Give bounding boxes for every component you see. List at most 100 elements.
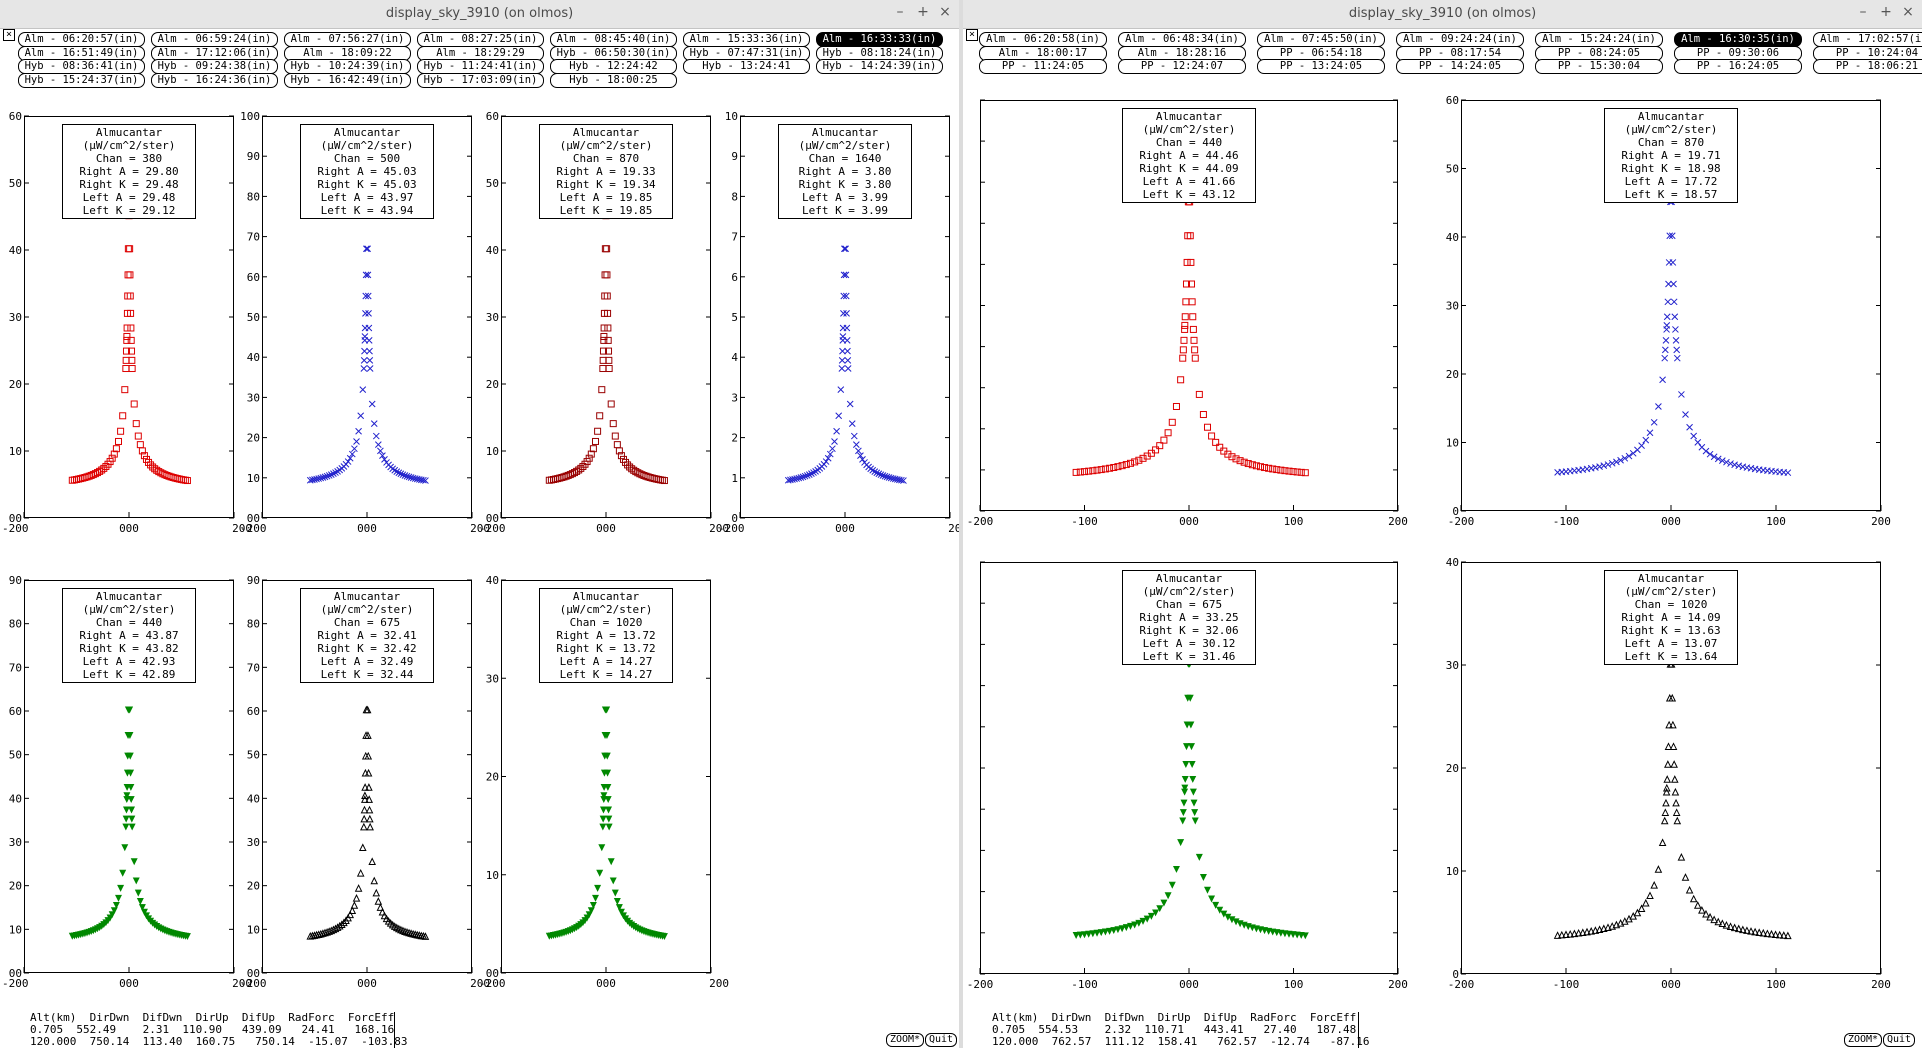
time-button[interactable]: Alm - 08:27:25(in) (417, 32, 544, 47)
time-button[interactable]: Hyb - 17:03:09(in) (417, 72, 544, 88)
x-tick-label: -200 (1448, 515, 1475, 528)
time-button[interactable]: Hyb - 18:00:25 (550, 72, 677, 88)
info-line: Left A = 19.85 (559, 191, 653, 204)
data-point (350, 901, 359, 909)
chart-panel-chan-380[interactable]: 00 10 20 30 40 50 60 -200 000 200 Almucantar (μW/c… (2, 110, 252, 535)
data-point (1172, 865, 1180, 873)
close-box-icon[interactable]: × (966, 29, 978, 41)
time-button[interactable]: Alm - 06:20:58(in) (979, 32, 1107, 47)
time-button[interactable]: Alm - 16:33:33(in) (816, 32, 943, 47)
minimize-icon[interactable]: – (1859, 4, 1867, 20)
data-point (1661, 346, 1669, 354)
time-button[interactable]: PP - 14:24:05 (1396, 59, 1524, 74)
time-button[interactable]: PP - 15:30:04 (1535, 59, 1663, 74)
y-tick-label: 00 (9, 967, 22, 980)
chart-panel-chan-440[interactable]: -200 -100 000 100 200 Almucantar (μW/cm^2/ste… (967, 99, 1408, 528)
time-button[interactable]: Hyb - 11:24:41(in) (417, 59, 544, 74)
time-button[interactable]: Hyb - 16:24:36(in) (151, 72, 278, 88)
zoom-button[interactable]: ZOOM* (886, 1033, 924, 1047)
data-point (1252, 462, 1260, 470)
zoom-button[interactable]: ZOOM* (1844, 1033, 1882, 1047)
minimize-icon[interactable]: – (896, 4, 904, 20)
time-button[interactable]: Hyb - 10:24:39(in) (284, 59, 411, 74)
time-button[interactable]: Alm - 06:20:57(in) (18, 32, 145, 47)
y-tick-label: 80 (247, 190, 260, 203)
chart-panel-chan-870[interactable]: 00 10 20 30 40 50 60 -200 000 200 Almucantar (μW/c… (479, 110, 729, 535)
data-point (360, 795, 369, 803)
maximize-icon[interactable]: + (1880, 4, 1892, 20)
chart-panel-chan-1020[interactable]: 0 10 20 30 40 -200 -100 000 100 200 Almucantar (μW… (1446, 556, 1891, 991)
time-button[interactable]: PP - 18:06:21 (1813, 59, 1922, 74)
time-button[interactable]: Alm - 17:02:57(in) (1813, 32, 1922, 47)
data-point (1767, 929, 1776, 938)
close-icon[interactable]: × (1902, 4, 1914, 20)
data-point (1664, 298, 1672, 306)
title-bar[interactable]: display_sky_3910 (on olmos) – + × (963, 0, 1922, 29)
time-button[interactable]: Alm - 06:59:24(in) (151, 32, 278, 47)
time-button[interactable]: Hyb - 14:24:39(in) (816, 59, 943, 74)
data-point (603, 706, 611, 714)
y-tick-label: 2 (731, 432, 738, 445)
time-button[interactable]: Hyb - 08:36:41(in) (18, 59, 145, 74)
chart-panel-chan-675[interactable]: 00 10 20 30 40 50 60 70 80 90 -200 000 200 Almucantar… (240, 574, 490, 990)
y-tick-label: 0 (731, 512, 738, 525)
time-button[interactable]: Alm - 16:51:49(in) (18, 45, 145, 61)
data-point (1289, 468, 1297, 476)
time-button[interactable]: Alm - 08:45:40(in) (550, 32, 677, 47)
time-button[interactable]: Hyb - 09:24:38(in) (151, 59, 278, 74)
time-button[interactable]: Hyb - 07:47:31(in) (683, 45, 810, 61)
close-icon[interactable]: × (939, 4, 951, 20)
time-button[interactable]: Hyb - 12:24:42 (550, 59, 677, 74)
quit-button[interactable]: Quit (925, 1033, 957, 1047)
time-button[interactable]: Alm - 06:48:34(in) (1118, 32, 1246, 47)
chart-panel-chan-675[interactable]: -200 -100 000 100 200 Almucantar (μW/cm^2/ste… (967, 561, 1408, 991)
time-button[interactable]: Alm - 17:12:06(in) (151, 45, 278, 61)
time-button[interactable]: PP - 08:24:05 (1535, 45, 1663, 61)
time-button[interactable]: Alm - 07:56:27(in) (284, 32, 411, 47)
data-point (1570, 929, 1579, 938)
data-point (1671, 787, 1680, 796)
info-line: Chan = 1020 (1634, 598, 1708, 611)
data-point (110, 907, 118, 915)
time-button[interactable]: Alm - 07:45:50(in) (1257, 32, 1385, 47)
data-point (1181, 313, 1189, 321)
y-tick-label: 10 (1446, 865, 1459, 878)
data-point (599, 356, 607, 364)
time-button[interactable]: PP - 13:24:05 (1257, 59, 1385, 74)
chart-panel-chan-500[interactable]: 00 10 20 30 40 50 60 70 80 90 100 -200 000 200 Almucan… (240, 110, 490, 535)
series-points (784, 168, 907, 484)
title-bar[interactable]: display_sky_3910 (on olmos) – + × (0, 0, 959, 29)
y-tick-label: 20 (1446, 762, 1459, 775)
chart-panel-chan-870[interactable]: 0 10 20 30 40 50 60 -200 -100 000 100 200 Almucantar… (1446, 94, 1891, 528)
time-button[interactable]: Hyb - 13:24:41 (683, 59, 810, 74)
chart-panel-chan-440[interactable]: 00 10 20 30 40 50 60 70 80 90 -200 000 200 Almucantar… (2, 574, 252, 990)
time-button[interactable]: Hyb - 16:42:49(in) (284, 72, 411, 88)
maximize-icon[interactable]: + (917, 4, 929, 20)
x-tick-label: 000 (596, 522, 616, 535)
data-point (354, 884, 363, 892)
data-point (405, 928, 413, 937)
x-tick-label: 100 (1284, 515, 1304, 528)
time-button[interactable]: PP - 16:24:05 (1674, 59, 1802, 74)
time-button[interactable]: Alm - 15:33:36(in) (683, 32, 810, 47)
x-tick-label: -100 (1553, 978, 1580, 991)
time-button[interactable]: Hyb - 15:24:37(in) (18, 72, 145, 88)
right-window: display_sky_3910 (on olmos) – + × × Alm … (963, 0, 1922, 1048)
chart-plot: 0 1 2 3 4 5 6 7 8 9 10 -200 000 200 (718, 110, 959, 535)
time-button[interactable]: Alm - 09:24:24(in) (1396, 32, 1524, 47)
time-button[interactable]: PP - 11:24:05 (979, 59, 1107, 74)
y-tick-label: 10 (1446, 437, 1459, 450)
quit-button[interactable]: Quit (1883, 1033, 1915, 1047)
data-point (1759, 928, 1768, 937)
time-button[interactable]: Alm - 15:24:24(in) (1535, 32, 1663, 47)
data-point (134, 889, 142, 897)
data-point (1672, 808, 1681, 816)
chart-panel-chan-1640[interactable]: 0 1 2 3 4 5 6 7 8 9 10 -200 000 200 Almucantar (μW/cm^… (718, 110, 959, 535)
info-line: Right K = 13.72 (556, 642, 656, 655)
time-button[interactable]: Alm - 16:30:35(in) (1674, 32, 1802, 47)
time-button[interactable]: PP - 12:24:07 (1118, 59, 1246, 74)
close-box-icon[interactable]: × (3, 29, 15, 41)
x-tick-label: -200 (479, 522, 506, 535)
chart-panel-chan-1020[interactable]: 00 10 20 30 40 -200 000 200 Almucantar (μW/cm^2/… (479, 574, 729, 990)
info-line: Right A = 3.80 (798, 165, 892, 178)
